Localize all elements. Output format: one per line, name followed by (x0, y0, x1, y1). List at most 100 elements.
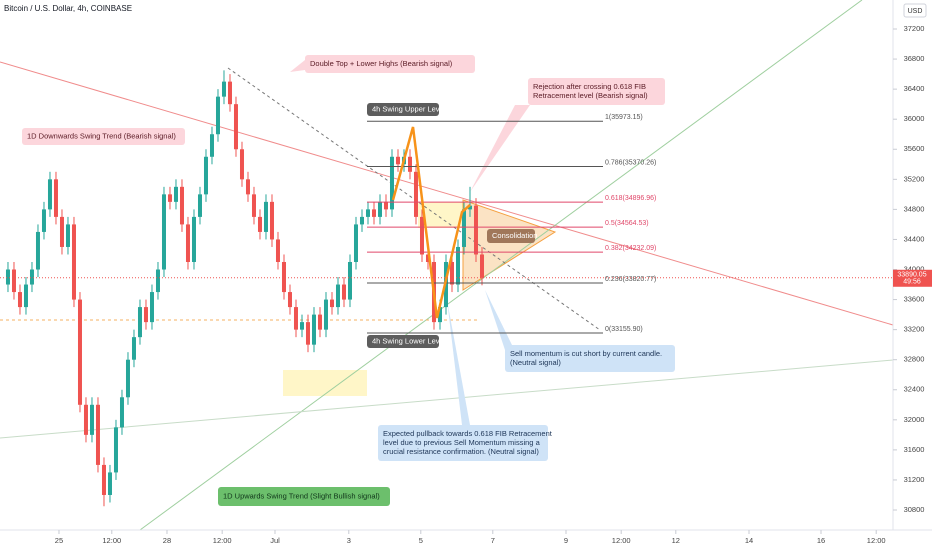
y-tick-label: 32800 (904, 355, 925, 364)
x-tick-label: 12:00 (612, 536, 631, 545)
support-line (0, 359, 894, 439)
x-tick-label: 25 (55, 536, 63, 545)
candle-body (389, 156, 394, 210)
candle-body (5, 269, 10, 285)
candle-body (41, 209, 46, 232)
annotation-box (378, 425, 548, 461)
annotation-text: Rejection after crossing 0.618 FIB (533, 82, 646, 91)
y-tick-label: 32400 (904, 385, 925, 394)
candle-body (329, 299, 334, 308)
y-tick-label: 34000 (904, 264, 925, 273)
candle-body (185, 224, 190, 262)
axes: 3080031200316003200032400328003320033600… (0, 24, 932, 545)
candle-body (71, 224, 76, 300)
candle-body (461, 209, 466, 247)
annotation-text: Retracement level (Bearish signal) (533, 91, 648, 100)
currency-box[interactable] (903, 3, 927, 18)
candle-body (233, 104, 238, 150)
candles (5, 70, 484, 507)
candle-body (11, 269, 16, 293)
y-tick-label: 33200 (904, 325, 925, 334)
y-tick-label: 34400 (904, 234, 925, 243)
zigzag (391, 126, 471, 319)
uptrend-line (139, 0, 863, 531)
callout-tail (290, 60, 305, 72)
candle-body (347, 261, 352, 300)
candle-body (17, 292, 22, 308)
fib-label: 0.618(34896.96) (605, 195, 656, 202)
currency: USD (908, 8, 923, 15)
annotation-text: Consolidation (492, 231, 537, 240)
annotation-text: 4h Swing Upper Level (372, 104, 446, 113)
y-tick-label: 35600 (904, 144, 925, 153)
x-tick-label: 3 (347, 536, 351, 545)
candle-body (305, 322, 310, 345)
annotation-box (528, 78, 665, 105)
y-tick-label: 30800 (904, 505, 925, 514)
x-tick-label: 9 (564, 536, 568, 545)
candle-body (203, 156, 208, 195)
candle-body (395, 156, 400, 165)
candle-body (269, 201, 274, 240)
candle-body (419, 216, 424, 255)
candle-body (365, 209, 370, 217)
y-tick-label: 34800 (904, 204, 925, 213)
candle-body (95, 404, 100, 465)
annotation-box (487, 229, 535, 243)
candle-body (377, 201, 382, 217)
y-tick-label: 36000 (904, 114, 925, 123)
candle-body (131, 337, 136, 360)
candle-body (179, 186, 184, 225)
candle-body (371, 209, 376, 217)
y-tick-label: 36800 (904, 54, 925, 63)
candle-body (191, 216, 196, 262)
y-tick-label: 36400 (904, 84, 925, 93)
candle-body (449, 261, 454, 285)
x-tick-label: 12:00 (213, 536, 232, 545)
dashed-trend (227, 67, 601, 331)
candle-body (89, 404, 94, 435)
candle-body (23, 284, 28, 308)
candle-body (221, 81, 226, 97)
candle-body (65, 224, 70, 247)
y-tick-label: 35200 (904, 174, 925, 183)
y-tick-label: 33600 (904, 295, 925, 304)
candle-body (473, 205, 478, 255)
candle-body (437, 307, 442, 323)
callout-tail (485, 290, 512, 350)
candle-body (209, 134, 214, 157)
candle-body (293, 307, 298, 330)
candle-body (239, 149, 244, 180)
candle-body (215, 96, 220, 135)
candle-body (227, 81, 232, 105)
annotations: Double Top + Lower Highs (Bearish signal… (22, 55, 675, 506)
annotation-text: 4h Swing Lower Level (372, 336, 446, 345)
price-tag (893, 269, 932, 287)
annotation-text: 1D Downwards Swing Trend (Bearish signal… (27, 131, 176, 140)
y-tick-label: 32000 (904, 415, 925, 424)
candle-body (323, 299, 328, 330)
fib-label: 0.382(34232.09) (605, 245, 656, 252)
candle-body (197, 194, 202, 217)
annotation-box (218, 487, 390, 506)
fib-label: 0.786(35370.26) (605, 159, 656, 166)
candle-body (257, 216, 262, 232)
callout-tail (447, 300, 470, 425)
candle-body (341, 284, 346, 300)
candle-body (35, 231, 40, 270)
highlight-zone (283, 370, 367, 396)
candle-body (299, 322, 304, 330)
candle-body (425, 254, 430, 262)
x-tick-label: Jul (270, 536, 280, 545)
annotation-text: (Neutral signal) (510, 358, 561, 367)
candle-body (47, 179, 52, 210)
candle-body (383, 201, 388, 210)
candle-body (155, 269, 160, 293)
candle-body (77, 299, 82, 405)
annotation-box (367, 335, 439, 348)
candle-body (287, 292, 292, 308)
x-tick-label: 14 (745, 536, 753, 545)
fib-label: 0(33155.90) (605, 326, 643, 333)
y-tick-label: 31200 (904, 475, 925, 484)
